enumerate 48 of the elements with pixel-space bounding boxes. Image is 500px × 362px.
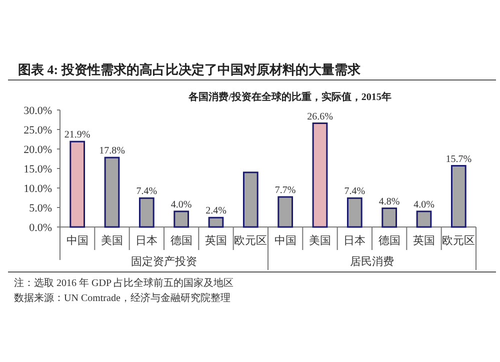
data-label: 15.7%: [446, 154, 472, 165]
bar: [278, 196, 294, 228]
x-tick-label: 德国: [170, 235, 192, 247]
chart-subtitle: 各国消费/投资在全球的比重，实际值，2015年: [188, 91, 392, 103]
x-tick-label: 德国: [378, 235, 400, 247]
data-label: 21.9%: [64, 130, 90, 141]
data-label: 7.4%: [344, 186, 366, 198]
bar: [104, 156, 120, 228]
source-note: 数据来源：UN Comtrade，经济与金融研究院整理: [14, 292, 230, 304]
data-label: 17.8%: [99, 146, 125, 157]
bar: [208, 216, 224, 228]
text: 居民消费: [350, 255, 394, 268]
y-tick-label: 25.0%: [24, 124, 52, 136]
y-tick-label: 15.0%: [24, 164, 52, 176]
bar: [382, 208, 398, 228]
bar: [346, 197, 362, 228]
y-tick-label: 20.0%: [24, 144, 52, 156]
x-tick-label: 中国: [274, 234, 296, 247]
text: 固定资产投资: [131, 255, 197, 268]
data-label: 4.0%: [414, 199, 434, 210]
data-label: 4.8%: [378, 196, 400, 208]
x-tick-label: 欧元区: [234, 235, 268, 247]
bar: [70, 140, 86, 228]
bar: [450, 165, 466, 228]
x-tick-label: 欧元区: [442, 235, 476, 247]
x-tick-label: 美国: [101, 234, 123, 247]
data-label: 2.4%: [206, 206, 226, 217]
y-tick-label: 10.0%: [24, 183, 52, 195]
bar: [242, 172, 258, 228]
x-tick-label: 中国: [66, 234, 88, 247]
bar: [138, 197, 154, 228]
x-tick-label: 日本: [344, 234, 366, 247]
data-label: 4.0%: [170, 199, 192, 210]
data-label: 7.7%: [274, 184, 296, 196]
x-tick-label: 美国: [309, 234, 331, 247]
x-tick-label: 英国: [205, 234, 227, 247]
x-tick-label: 日本: [136, 234, 158, 247]
y-tick-label: 5.0%: [29, 202, 52, 214]
x-tick-label: 英国: [413, 234, 435, 247]
chart-title: 图表 4: 投资性需求的高占比决定了中国对原材料的大量需求: [18, 62, 362, 77]
bar: [312, 122, 328, 228]
data-label: 7.4%: [136, 186, 158, 198]
bar: [174, 210, 190, 228]
bar: [416, 210, 432, 228]
y-tick-label: 30.0%: [24, 105, 52, 117]
data-label: 26.6%: [307, 111, 333, 122]
text: 注：选取 2016 年 GDP 占比全球前五的国家及地区: [14, 277, 234, 289]
y-tick-label: 0.0%: [29, 222, 52, 234]
